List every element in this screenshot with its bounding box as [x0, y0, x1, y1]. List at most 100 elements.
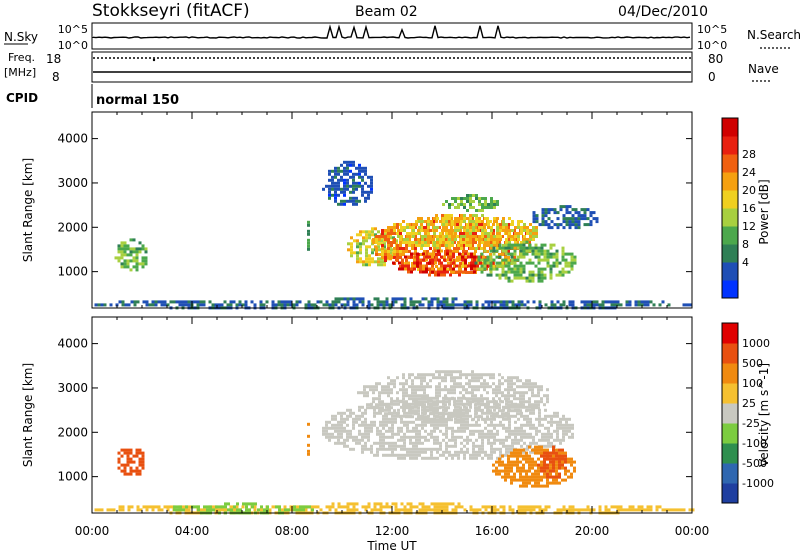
colorbar-tick-label: 4: [742, 256, 749, 269]
velocity-colorbar-label: Velocity [m s^-1]: [757, 363, 771, 467]
power-panel: 4000 3000 2000 1000 Slant Range [km] 28 24 20…: [21, 111, 771, 310]
colorbar-tick-label: 28: [742, 148, 756, 161]
freq-tick-bottom: 8: [52, 70, 60, 84]
nsky-tick-bottom: 10^0: [58, 39, 88, 52]
colorbar-swatch: [722, 208, 738, 227]
colorbar-swatch: [722, 136, 738, 155]
nave-label: Nave: [748, 62, 779, 76]
nsky-label: N.Sky: [4, 30, 38, 44]
velocity-panel: 4000 3000 2000 1000 Slant Range [km] 1000 50…: [21, 316, 774, 515]
y-tick-label: 4000: [57, 337, 88, 351]
freq-panel: Freq. [MHz] 18 8 80 0 Nave: [4, 51, 779, 84]
colorbar-tick-label: 16: [742, 202, 756, 215]
colorbar-swatch: [722, 244, 738, 263]
colorbar-swatch: [722, 280, 738, 299]
data-region-2: [307, 220, 310, 251]
cpid-label: CPID: [6, 91, 38, 105]
power-axes: 4000 3000 2000 1000: [57, 112, 693, 308]
freq-tick-top: 18: [46, 52, 61, 66]
colorbar-swatch: [722, 262, 738, 281]
colorbar-tick-label: -25: [742, 417, 760, 430]
nsky-frame: [91, 22, 693, 50]
beam-label: Beam 02: [355, 4, 418, 20]
station-title: Stokkseyri (fitACF): [92, 1, 250, 21]
colorbar-tick-label: 25: [742, 397, 756, 410]
colorbar-swatch: [722, 172, 738, 191]
power-colorbar: 28 24 20 16 12 8 4: [721, 117, 756, 299]
colorbar-swatch: [722, 403, 738, 424]
colorbar-tick-label: -500: [742, 457, 767, 470]
colorbar-swatch: [722, 323, 738, 344]
power-ylabel: Slant Range [km]: [21, 158, 35, 262]
freq-outlier-dot: [152, 58, 156, 62]
y-tick-label: 2000: [57, 425, 88, 439]
freq-label: Freq.: [8, 51, 35, 64]
nsky-trace: [92, 24, 691, 39]
colorbar-swatch: [722, 154, 738, 173]
cpid-mode: normal 150: [96, 93, 179, 108]
y-tick-label: 1000: [57, 470, 88, 484]
colorbar-tick-label: 12: [742, 220, 756, 233]
colorbar-tick-label: -100: [742, 437, 767, 450]
colorbar-swatch: [722, 383, 738, 404]
power-colorbar-label: Power [dB]: [757, 179, 771, 244]
nsky-tick-top: 10^5: [58, 23, 88, 36]
time-tick-label: 00:00: [675, 524, 710, 538]
freq-frame: [91, 51, 693, 83]
colorbar-tick-label: 100: [742, 377, 763, 390]
nsearch-label: N.Search: [747, 28, 800, 42]
colorbar-tick-label: -1000: [742, 477, 774, 490]
data-region-7: [537, 445, 567, 479]
y-tick-label: 1000: [57, 265, 88, 279]
y-tick-label: 3000: [57, 176, 88, 190]
date-label: 04/Dec/2010: [618, 4, 708, 20]
data-region-3: [307, 422, 310, 456]
colorbar-swatch: [722, 443, 738, 464]
data-region-6: [397, 214, 538, 250]
colorbar-tick-label: 1000: [742, 337, 770, 350]
y-tick-label: 2000: [57, 220, 88, 234]
cpid-panel: CPID normal 150: [6, 84, 179, 108]
nsky-panel: N.Sky 10^5 10^0 10^5 10^0 N.Search: [4, 22, 800, 52]
time-tick-label: 08:00: [275, 524, 310, 538]
nave-tick-top: 80: [708, 52, 723, 66]
colorbar-tick-label: 8: [742, 238, 749, 251]
colorbar-swatch: [722, 463, 738, 484]
colorbar-swatch: [722, 363, 738, 384]
colorbar-frame: [721, 322, 739, 504]
colorbar-swatch: [722, 423, 738, 444]
time-tick-label: 20:00: [575, 524, 610, 538]
time-tick-label: 04:00: [175, 524, 210, 538]
colorbar-swatch: [722, 190, 738, 209]
nsearch-tick-top: 10^5: [697, 23, 727, 36]
colorbar-tick-label: 24: [742, 166, 756, 179]
velocity-data-layer: [94, 370, 695, 515]
colorbar-tick-label: 500: [742, 357, 763, 370]
nave-tick-bottom: 0: [708, 70, 716, 84]
colorbar-swatch: [722, 483, 738, 504]
colorbar-swatch: [722, 118, 738, 137]
data-region-2: [117, 448, 145, 476]
time-tick-label: 16:00: [475, 524, 510, 538]
data-region-1: [114, 238, 148, 272]
time-tick-label: 12:00: [375, 524, 410, 538]
power-frame: [91, 111, 693, 309]
y-tick-label: 3000: [57, 381, 88, 395]
data-region-9: [474, 240, 577, 283]
velocity-ylabel: Slant Range [km]: [21, 363, 35, 467]
colorbar-swatch: [722, 226, 738, 245]
time-axis-label: Time UT: [366, 539, 417, 553]
data-region-8: [442, 194, 499, 212]
velocity-axes: 4000 3000 2000 1000: [57, 317, 693, 513]
freq-unit-label: [MHz]: [4, 66, 36, 79]
y-tick-label: 4000: [57, 132, 88, 146]
power-data-layer: [94, 160, 692, 310]
data-region-5: [357, 370, 549, 422]
data-region-10: [532, 205, 599, 230]
nsearch-tick-bottom: 10^0: [697, 39, 727, 52]
velocity-colorbar: 1000 500 100 25 -25 -100 -500 -1000: [721, 322, 774, 504]
colorbar-tick-label: 20: [742, 184, 756, 197]
colorbar-swatch: [722, 343, 738, 364]
colorbar-frame: [721, 117, 739, 299]
